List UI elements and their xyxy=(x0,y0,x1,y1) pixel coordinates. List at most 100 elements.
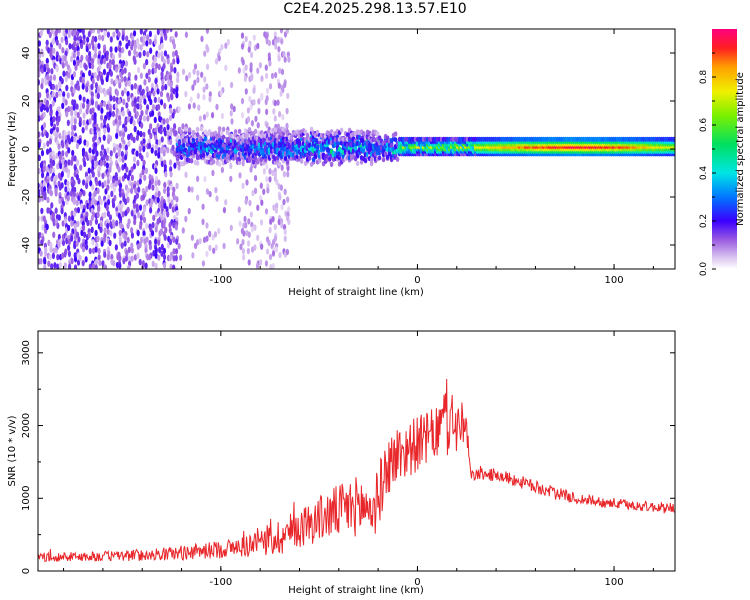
spectrogram-noise-cell xyxy=(97,104,101,111)
spectrogram-noise-cell xyxy=(191,84,195,91)
spectrogram-noise-cell xyxy=(250,74,254,82)
spectrogram-y-tick-label: 40 xyxy=(21,47,32,60)
spectrogram-noise-cell xyxy=(84,182,89,190)
spectrogram-noise-cell xyxy=(149,47,153,54)
spectrogram-noise-cell xyxy=(38,167,41,175)
spectrogram-noise-cell xyxy=(64,99,68,106)
spectrogram-noise-cell xyxy=(126,196,130,204)
spectrogram-noise-cell xyxy=(244,64,248,71)
spectrogram-noise-cell xyxy=(103,127,107,134)
spectrogram-signal-cell xyxy=(361,130,366,137)
spectrogram-noise-cell xyxy=(266,187,270,194)
snr-y-tick-label: 3000 xyxy=(21,340,32,365)
spectrogram-noise-cell xyxy=(287,218,291,226)
spectrogram-noise-cell xyxy=(110,78,114,85)
spectrogram-noise-cell xyxy=(106,210,110,217)
spectrogram-noise-cell xyxy=(90,91,94,98)
spectrogram-noise-cell xyxy=(103,160,107,167)
spectrogram-noise-cell xyxy=(274,71,278,79)
spectrogram-noise-cell xyxy=(133,106,137,114)
spectrogram-noise-cell xyxy=(247,231,251,238)
spectrogram-signal-cell xyxy=(299,158,304,164)
spectrogram-signal-cell xyxy=(211,159,216,165)
spectrogram-noise-cell xyxy=(190,186,194,193)
spectrogram-noise-cell xyxy=(75,199,79,207)
spectrogram-noise-cell xyxy=(138,241,142,249)
spectrogram-noise-cell xyxy=(144,247,148,254)
spectrogram-noise-cell xyxy=(72,198,76,205)
spectrogram-signal-cell xyxy=(393,131,398,137)
spectrogram-noise-cell xyxy=(103,264,108,269)
spectrogram-noise-cell xyxy=(63,217,68,225)
spectrogram-noise-cell xyxy=(145,151,149,159)
spectrogram-noise-cell xyxy=(56,253,60,261)
spectrogram-noise-cell xyxy=(160,31,164,38)
spectrogram-noise-cell xyxy=(57,241,61,249)
spectrogram-noise-cell xyxy=(41,50,45,58)
spectrogram-noise-cell xyxy=(46,74,50,81)
spectrogram-noise-cell xyxy=(122,98,126,106)
spectrogram-noise-cell xyxy=(56,163,60,170)
spectrogram-noise-cell xyxy=(160,250,164,257)
spectrogram-noise-cell xyxy=(59,162,63,170)
spectrogram-signal-cell xyxy=(283,155,288,162)
spectrogram-noise-cell xyxy=(51,83,55,91)
spectrogram-noise-cell xyxy=(115,220,119,227)
spectrogram-noise-cell xyxy=(97,58,101,65)
spectrogram-noise-cell xyxy=(126,90,130,98)
spectrogram-noise-cell xyxy=(268,60,272,67)
spectrogram-noise-cell xyxy=(127,246,131,254)
spectrogram-noise-cell xyxy=(91,184,95,191)
spectrogram-noise-cell xyxy=(72,52,76,59)
spectrogram-noise-cell xyxy=(264,260,269,267)
spectrogram-noise-cell xyxy=(93,51,98,59)
spectrogram-noise-cell xyxy=(148,207,153,214)
spectrogram-noise-cell xyxy=(103,251,107,258)
spectrogram-noise-cell xyxy=(51,159,56,167)
spectrogram-noise-cell xyxy=(51,91,55,98)
snr-plot-area xyxy=(38,331,675,571)
spectrogram-noise-cell xyxy=(155,139,159,146)
spectrogram-noise-cell xyxy=(157,51,161,59)
spectrogram-noise-cell xyxy=(278,251,282,259)
spectrogram-noise-cell xyxy=(58,42,62,50)
spectrogram-noise-cell xyxy=(151,260,155,268)
spectrogram-noise-cell xyxy=(58,197,62,205)
spectrogram-noise-cell xyxy=(137,186,141,193)
spectrogram-noise-cell xyxy=(163,50,168,57)
spectrogram-noise-cell xyxy=(39,30,43,37)
spectrogram-noise-cell xyxy=(115,66,119,73)
spectrogram-noise-cell xyxy=(85,140,90,148)
spectrogram-signal-cell xyxy=(671,136,675,142)
spectrogram-noise-cell xyxy=(136,211,141,219)
spectrogram-noise-cell xyxy=(57,214,61,221)
spectrogram-noise-cell xyxy=(131,35,135,42)
spectrogram-noise-cell xyxy=(203,50,207,57)
spectrogram-noise-cell xyxy=(162,63,166,70)
spectrogram-noise-cell xyxy=(93,46,98,53)
spectrogram-noise-cell xyxy=(86,98,90,106)
spectrogram-noise-cell xyxy=(159,228,164,235)
snr-x-axis-label: Height of straight line (km) xyxy=(288,585,424,596)
spectrogram-noise-cell xyxy=(115,127,120,134)
spectrogram-noise-cell xyxy=(285,248,290,256)
spectrogram-noise-cell xyxy=(93,71,97,79)
spectrogram-signal-cell xyxy=(375,131,380,137)
spectrogram-noise-cell xyxy=(103,180,107,187)
spectrogram-noise-cell xyxy=(206,46,210,53)
spectrogram-noise-cell xyxy=(241,182,245,190)
spectrogram-noise-cell xyxy=(169,263,173,269)
spectrogram-noise-cell xyxy=(226,38,230,46)
spectrogram-signal-cell xyxy=(329,161,334,167)
spectrogram-noise-cell xyxy=(42,142,46,149)
spectrogram-noise-cell xyxy=(61,239,66,247)
spectrogram-noise-cell xyxy=(114,175,119,182)
spectrogram-noise-cell xyxy=(135,37,140,45)
spectrogram-noise-cell xyxy=(102,236,106,243)
spectrogram-noise-cell xyxy=(61,159,65,166)
spectrogram-noise-cell xyxy=(214,186,218,194)
spectrogram-noise-cell xyxy=(112,31,116,38)
spectrogram-noise-cell xyxy=(154,149,158,157)
spectrogram-noise-cell xyxy=(106,147,110,154)
